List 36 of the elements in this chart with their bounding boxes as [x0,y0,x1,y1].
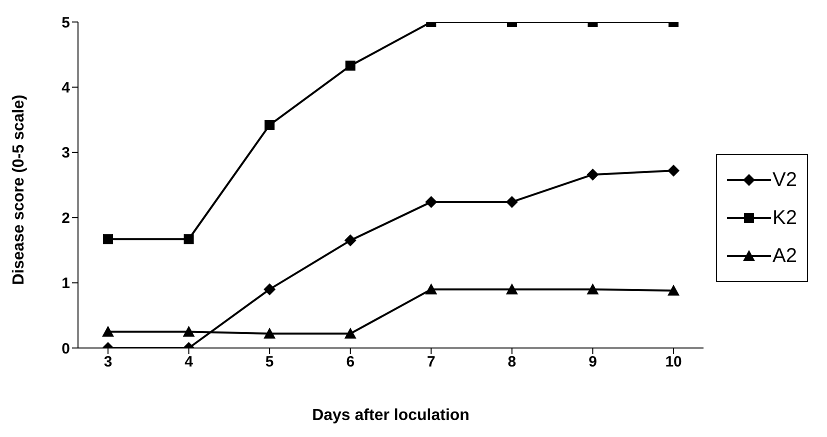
point [102,326,114,337]
point [586,168,599,181]
point [184,234,194,244]
point [344,328,356,339]
point [182,326,195,337]
x-tick-label: 8 [508,354,516,371]
y-tick-label: 0 [62,340,70,358]
y-tick-label: 4 [62,80,71,97]
legend-label: A2 [772,244,797,268]
point [506,196,518,208]
x-tick-label: 9 [588,354,597,371]
point [425,196,438,208]
x-tick-label: 4 [184,354,194,371]
x-tick-label: 10 [665,354,682,371]
point [668,164,680,177]
y-tick-label: 2 [62,210,70,227]
y-tick-label: 5 [62,14,70,32]
point [586,283,599,294]
legend-label: V2 [772,168,797,192]
x-tick-label: 3 [104,354,112,371]
x-tick-label: 6 [346,354,355,371]
legend-label: K2 [772,206,797,230]
y-tick-label: 3 [62,144,70,162]
point [668,284,680,296]
y-tick-label: 1 [62,275,70,292]
x-tick-label: 5 [265,354,274,371]
point [264,283,276,296]
point [506,283,518,294]
point [344,234,356,246]
y-axis-title: Disease score (0-5 scale) [10,94,28,285]
x-axis-title: Days after loculation [312,407,470,424]
x-tick-label: 7 [426,354,436,371]
point [264,120,275,130]
point [264,328,276,339]
point [103,234,113,244]
point [425,283,438,294]
